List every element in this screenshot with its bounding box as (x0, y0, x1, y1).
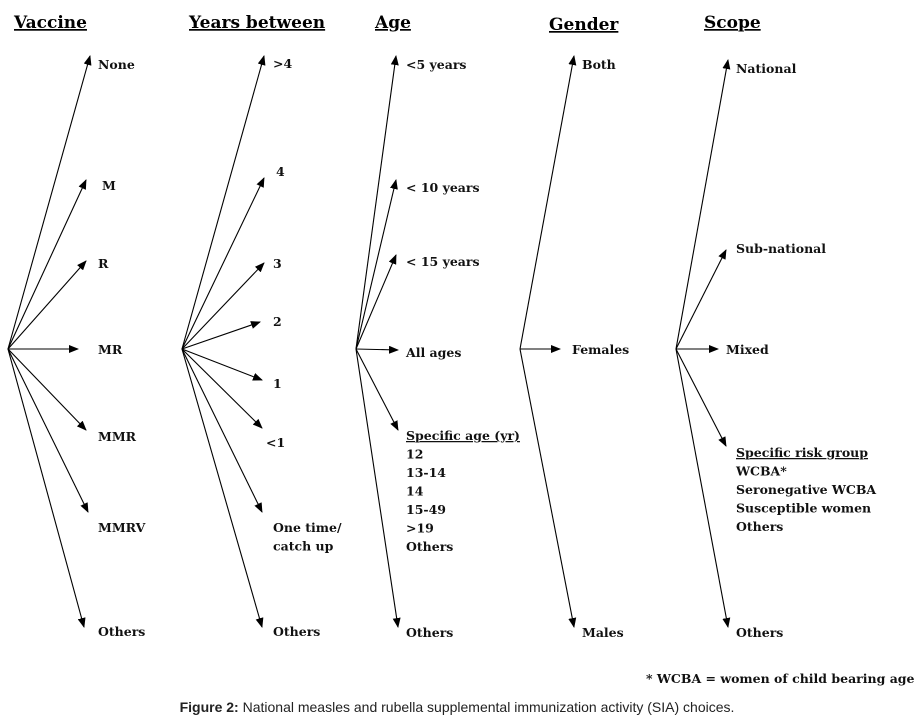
label-years-between-4: 1 (273, 376, 282, 391)
label-scope-3-line-1: WCBA* (735, 464, 787, 479)
arrow-vaccine-2 (7, 260, 87, 350)
label-gender-2: Males (582, 625, 624, 640)
arrow-years-between-6 (181, 348, 263, 513)
arrow-age-3 (355, 345, 399, 354)
arrow-age-1 (355, 179, 398, 350)
arrow-vaccine-5 (7, 348, 89, 513)
arrow-years-between-4 (181, 348, 263, 381)
arrow-years-between-1 (181, 177, 265, 350)
label-scope-1: Sub-national (736, 241, 826, 256)
arrow-scope-4 (675, 348, 731, 628)
label-vaccine-0: None (98, 57, 135, 72)
arrow-scope-3 (675, 348, 727, 447)
label-gender-1: Females (572, 342, 629, 357)
label-age-4-line-2: 13-14 (406, 465, 446, 480)
label-age-4-line-5: >19 (406, 521, 434, 536)
label-vaccine-5: MMRV (98, 520, 146, 535)
label-age-4-line-6: Others (406, 539, 453, 554)
label-years-between-0: >4 (273, 56, 292, 71)
figure-caption: Figure 2: National measles and rubella s… (0, 699, 914, 715)
label-age-4-line-3: 14 (406, 484, 424, 499)
arrow-years-between-3 (181, 321, 261, 350)
label-age-3: All ages (405, 345, 461, 360)
label-scope-3-line-3: Susceptible women (736, 501, 871, 516)
arrow-age-0 (355, 55, 399, 350)
label-age-0: <5 years (406, 57, 466, 72)
arrow-age-5 (355, 348, 401, 628)
label-age-5: Others (406, 625, 453, 640)
label-gender-0: Both (582, 57, 616, 72)
footnote: * WCBA = women of child bearing age (646, 671, 914, 686)
label-scope-3-line-2: Seronegative WCBA (736, 482, 876, 497)
label-scope-2: Mixed (726, 342, 769, 357)
label-vaccine-1: M (102, 178, 116, 193)
header-years-between: Years between (188, 13, 325, 33)
arrow-gender-2 (519, 348, 577, 628)
arrow-age-2 (355, 254, 397, 350)
arrow-years-between-2 (181, 262, 265, 350)
label-vaccine-3: MR (98, 342, 123, 357)
arrow-age-4 (355, 348, 399, 431)
arrow-vaccine-6 (7, 348, 86, 628)
header-scope: Scope (704, 13, 761, 33)
arrow-scope-0 (675, 59, 731, 350)
label-vaccine-2: R (98, 256, 109, 271)
caption-label: Figure 2: (179, 699, 239, 715)
arrow-vaccine-4 (7, 348, 87, 431)
label-scope-3-line-4: Others (736, 519, 783, 534)
header-age: Age (374, 13, 411, 33)
arrow-years-between-5 (181, 348, 263, 429)
label-vaccine-4: MMR (98, 429, 137, 444)
label-years-between-1: 4 (276, 164, 285, 179)
arrow-vaccine-0 (7, 55, 92, 350)
arrow-vaccine-1 (7, 179, 87, 350)
header-gender: Gender (549, 15, 619, 35)
label-years-between-6-line-0: One time/ (273, 520, 342, 535)
label-age-4-line-1: 12 (406, 447, 423, 462)
caption-text: National measles and rubella supplementa… (238, 699, 735, 715)
label-age-1: < 10 years (406, 180, 480, 195)
label-years-between-7: Others (273, 624, 320, 639)
label-vaccine-6: Others (98, 624, 145, 639)
label-years-between-6-line-1: catch up (273, 539, 334, 554)
label-age-4-line-0: Specific age (yr) (406, 428, 520, 443)
label-scope-4: Others (736, 625, 783, 640)
arrow-years-between-0 (181, 55, 266, 350)
header-vaccine: Vaccine (13, 13, 87, 33)
label-scope-3-line-0: Specific risk group (736, 445, 868, 460)
arrow-gender-0 (519, 55, 577, 350)
label-age-2: < 15 years (406, 254, 480, 269)
arrow-years-between-7 (181, 348, 264, 628)
arrow-scope-1 (675, 249, 727, 350)
label-years-between-5: <1 (266, 435, 285, 450)
label-scope-0: National (736, 61, 797, 76)
label-age-4-line-4: 15-49 (406, 502, 446, 517)
branch-arrows (7, 55, 731, 628)
label-years-between-2: 3 (273, 256, 282, 271)
label-years-between-3: 2 (273, 314, 282, 329)
